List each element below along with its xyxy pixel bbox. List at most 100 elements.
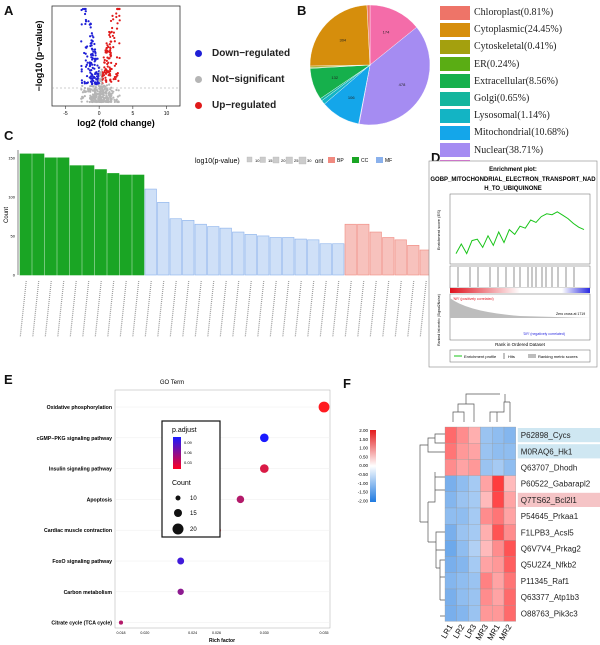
go-xlabel-placeholder [169,280,177,338]
go-size-label: 25 [294,158,299,163]
heatmap-cell [456,572,469,590]
heatmap-cell [492,491,505,509]
gsea-plot: Enrichment plot: GOBP_MITOCHONDRIAL_ELEC… [428,160,598,368]
volcano-ylabel: −log10 (p−value) [34,20,44,91]
legend-dot-up [195,101,202,109]
volcano-points [80,7,121,104]
gsea-rank-gradient [450,288,590,293]
heatmap-cell [468,475,481,492]
go-bar-chart: Count 150 100 50 0 log10(p-value) 10 15 20 25 3… [4,150,430,338]
volcano-point [118,94,121,97]
volcano-point [105,84,109,87]
go-xlabel-placeholder [44,280,52,338]
volcano-point [92,79,95,83]
volcano-point [87,20,90,23]
volcano-point [90,84,93,88]
heatmap-row-label: Q63707_Dhodh [521,464,578,473]
go-xlabel-placeholder [232,280,240,338]
pie-legend-label: Chloroplast(0.81%) [474,7,554,19]
volcano-xtick-label: -5 [63,111,68,117]
heatmap-cell [468,605,481,622]
volcano-point [89,53,93,56]
pie-slice [369,4,417,66]
panel-label-c: C [4,128,14,143]
volcano-point [89,26,92,29]
pie-slice-label: 132 [331,75,338,80]
volcano-point [109,49,112,52]
volcano-point [80,40,83,43]
volcano-point [81,91,85,94]
gsea-title-3: H_TO_UBIQUINONE [484,186,542,192]
volcano-legend: Down−regulated Not−significant Up−regula… [195,40,290,118]
heatmap-colorbar-tick: -0.50 [358,472,369,477]
volcano-point [92,89,95,92]
pie-legend-label: Cytoplasmic(24.45%) [474,24,563,36]
go-xlabel-placeholder [294,280,302,338]
kegg-term-label: FoxO signaling pathway [52,559,112,565]
volcano-point [105,94,108,98]
go-xlabel-placeholder [182,280,190,338]
volcano-point [94,71,97,74]
volcano-point [105,47,108,50]
volcano-point [103,61,106,64]
go-bar-cc [32,153,45,276]
heatmap-cell [503,426,516,444]
pie-legend-swatch [440,74,470,89]
kegg-title: GO Term [160,380,184,386]
heatmap-cell [480,443,493,460]
volcano-point [115,15,118,19]
volcano-point [108,83,111,86]
heatmap-cell [503,491,516,509]
go-size-legend: 10 15 20 25 30 [246,156,312,165]
volcano-point [86,55,89,58]
heatmap-cell [444,475,457,492]
go-xlabel-placeholder [332,280,340,338]
volcano-point [100,92,104,95]
go-legend-title: log10(p-value) [195,158,240,165]
gsea-hits [457,267,575,287]
volcano-point [96,57,99,60]
heatmap-row-label: M0RAQ6_Hk1 [521,447,573,456]
kegg-term-label: Cardiac muscle contraction [44,528,112,534]
heatmap-cell [503,459,516,476]
kegg-term-label: Oxidative phosphorylation [47,405,112,411]
heatmap-colorbar-tick: 2.00 [359,428,368,433]
heatmap-cell [444,443,457,460]
volcano-point [83,94,86,98]
volcano-point [80,23,83,26]
go-ont-label-mf: MF [385,158,392,164]
heatmap-cell [503,443,516,460]
go-xlabel-placeholder [319,280,327,338]
volcano-point [113,64,116,67]
pie-chart: 304 478 132 106 174 [309,4,431,126]
heatmap-cell [492,588,505,606]
go-xlabel-placeholder [132,280,140,338]
kegg-count-dot-large [172,523,184,535]
volcano-point [102,99,105,102]
gsea-legend-metric: Ranking metric scores [538,354,578,359]
go-xlabel-placeholder [269,280,277,338]
go-xlabel-placeholder [82,280,90,338]
volcano-point [89,94,92,97]
heatmap-cell [492,475,505,492]
kegg-xtick-label: 0.024 [188,631,197,635]
volcano-plot: -5 0 5 10 log2 (fold change) −log10 (p−valu… [34,5,181,128]
volcano-point [96,75,99,78]
volcano-point [83,86,87,90]
volcano-point [93,76,96,80]
heatmap-row-label: P60522_Gabarapl2 [521,480,591,489]
heatmap-cell [444,540,457,557]
gsea-legend-profile: Enrichment profile [464,354,497,359]
kegg-point [260,464,269,473]
heatmap-cell [503,475,516,492]
volcano-point [94,82,97,86]
gsea-es-frame [449,193,591,265]
pie-slice-labels: 304 478 132 106 174 [331,29,406,100]
heatmap-row-label: P11345_Raf1 [521,577,570,586]
go-bar-bp [407,245,420,276]
volcano-point [84,10,87,13]
legend-item-ns: Not−significant [195,66,290,92]
volcano-point [86,61,89,64]
kegg-term-label: cGMP−PKG signaling pathway [37,436,112,442]
heatmap-cell [468,588,481,606]
